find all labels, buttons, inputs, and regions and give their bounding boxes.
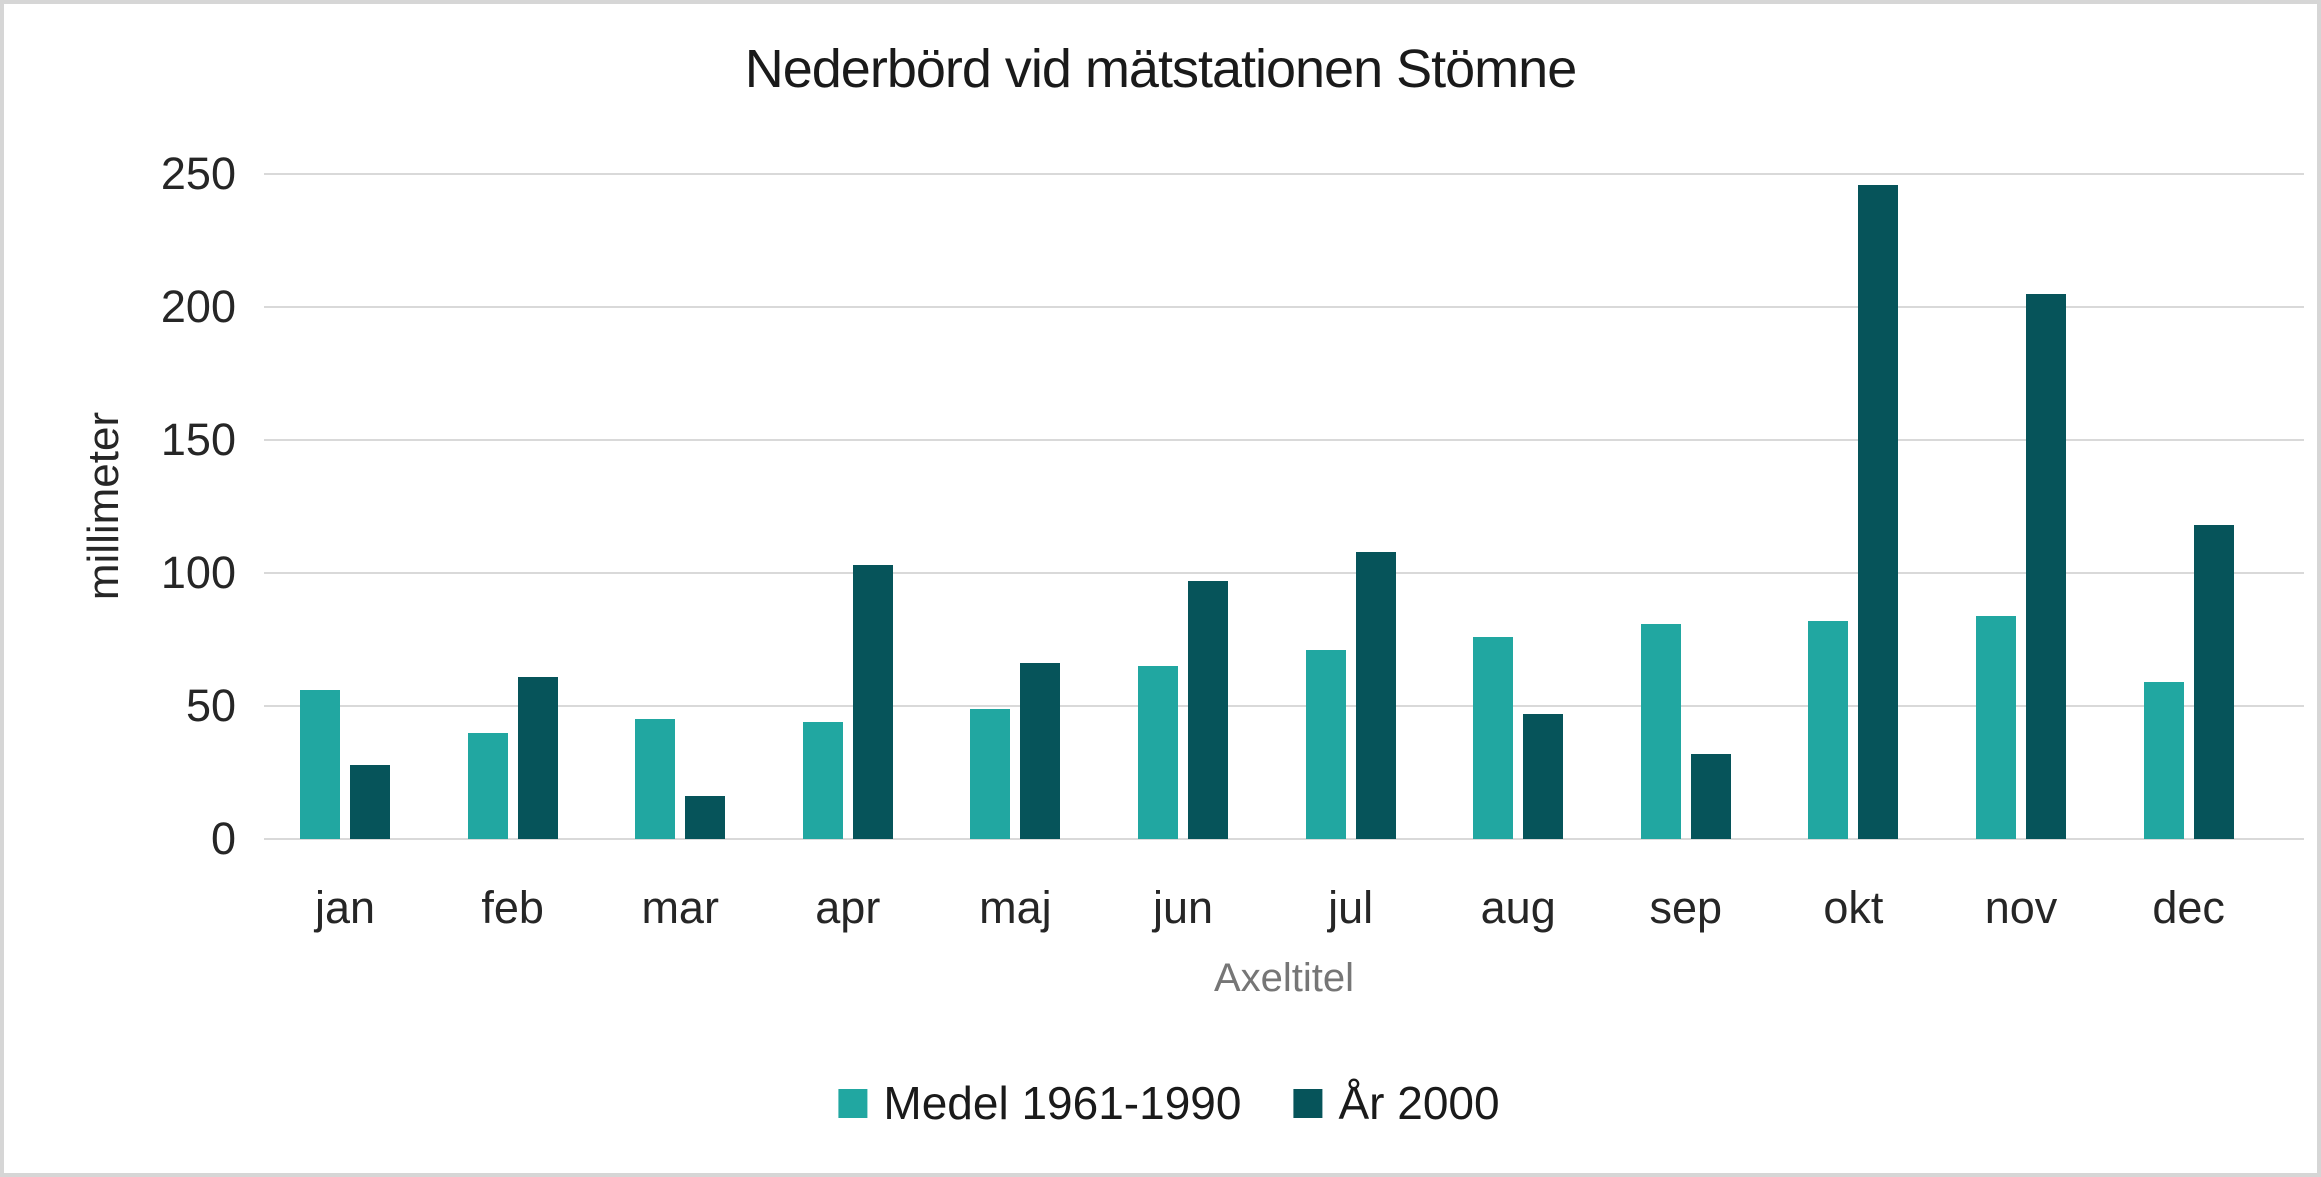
x-tick-label-aug: aug [1480,882,1556,933]
legend-item-ar2000: År 2000 [1293,1076,1500,1130]
legend-item-medel: Medel 1961-1990 [838,1076,1241,1130]
legend: Medel 1961-1990 År 2000 [838,1076,1500,1130]
y-tick-label-0: 0 [210,813,236,864]
legend-label: År 2000 [1338,1077,1500,1129]
bar-maj-ar2000 [1020,663,1061,839]
legend-key-icon [838,1088,868,1118]
bar-jan-medel [300,690,340,839]
bar-mar-medel [635,719,676,839]
bar-aug-ar2000 [1523,713,1564,839]
x-tick-label-mar: mar [641,882,719,933]
bar-feb-ar2000 [517,676,558,839]
x-tick-label-sep: sep [1649,882,1723,933]
gridline-50 [264,705,2304,707]
gridline-150 [264,439,2304,441]
bar-sep-medel [1640,623,1681,839]
bar-mar-ar2000 [685,796,726,839]
gridline-0 [264,838,2304,840]
bar-jul-medel [1305,650,1346,839]
x-tick-label-jul: jul [1328,882,1374,933]
bar-dec-medel [2143,682,2184,839]
bar-sep-ar2000 [1690,753,1731,839]
bar-dec-ar2000 [2193,525,2234,839]
x-tick-label-dec: dec [2152,882,2225,933]
bar-jun-ar2000 [1188,580,1228,839]
x-tick-label-nov: nov [1984,882,2058,933]
bar-okt-medel [1808,620,1849,839]
gridline-100 [264,572,2304,574]
bar-jul-ar2000 [1355,551,1396,839]
x-tick-label-apr: apr [815,882,881,933]
gridline-200 [264,306,2304,308]
bar-okt-ar2000 [1858,184,1899,839]
chart-title: Nederbörd vid mätstationen Stömne [744,39,1577,99]
y-tick-label-250: 250 [160,148,236,199]
bar-jan-ar2000 [350,764,390,839]
y-tick-label-100: 100 [160,547,236,598]
x-axis-title: Axeltitel [1213,956,1355,1000]
x-tick-label-jun: jun [1152,882,1214,933]
bar-feb-medel [467,732,508,839]
gridline-250 [264,173,2304,175]
x-tick-label-feb: feb [481,882,544,933]
bar-nov-medel [1976,615,2016,839]
x-tick-label-maj: maj [979,882,1052,933]
bar-jun-medel [1138,666,1178,839]
bar-apr-ar2000 [852,565,893,839]
bar-maj-medel [970,708,1011,839]
legend-key-icon [1293,1088,1323,1118]
plot-area [264,173,2304,840]
bar-apr-medel [802,721,843,839]
y-tick-label-150: 150 [160,414,236,465]
bar-aug-medel [1473,636,1514,839]
legend-label: Medel 1961-1990 [883,1077,1242,1129]
x-tick-label-jan: jan [314,882,376,933]
y-tick-label-200: 200 [160,281,236,332]
bar-nov-ar2000 [2026,293,2066,839]
y-tick-label-50: 50 [185,680,236,731]
x-tick-label-okt: okt [1823,882,1884,933]
